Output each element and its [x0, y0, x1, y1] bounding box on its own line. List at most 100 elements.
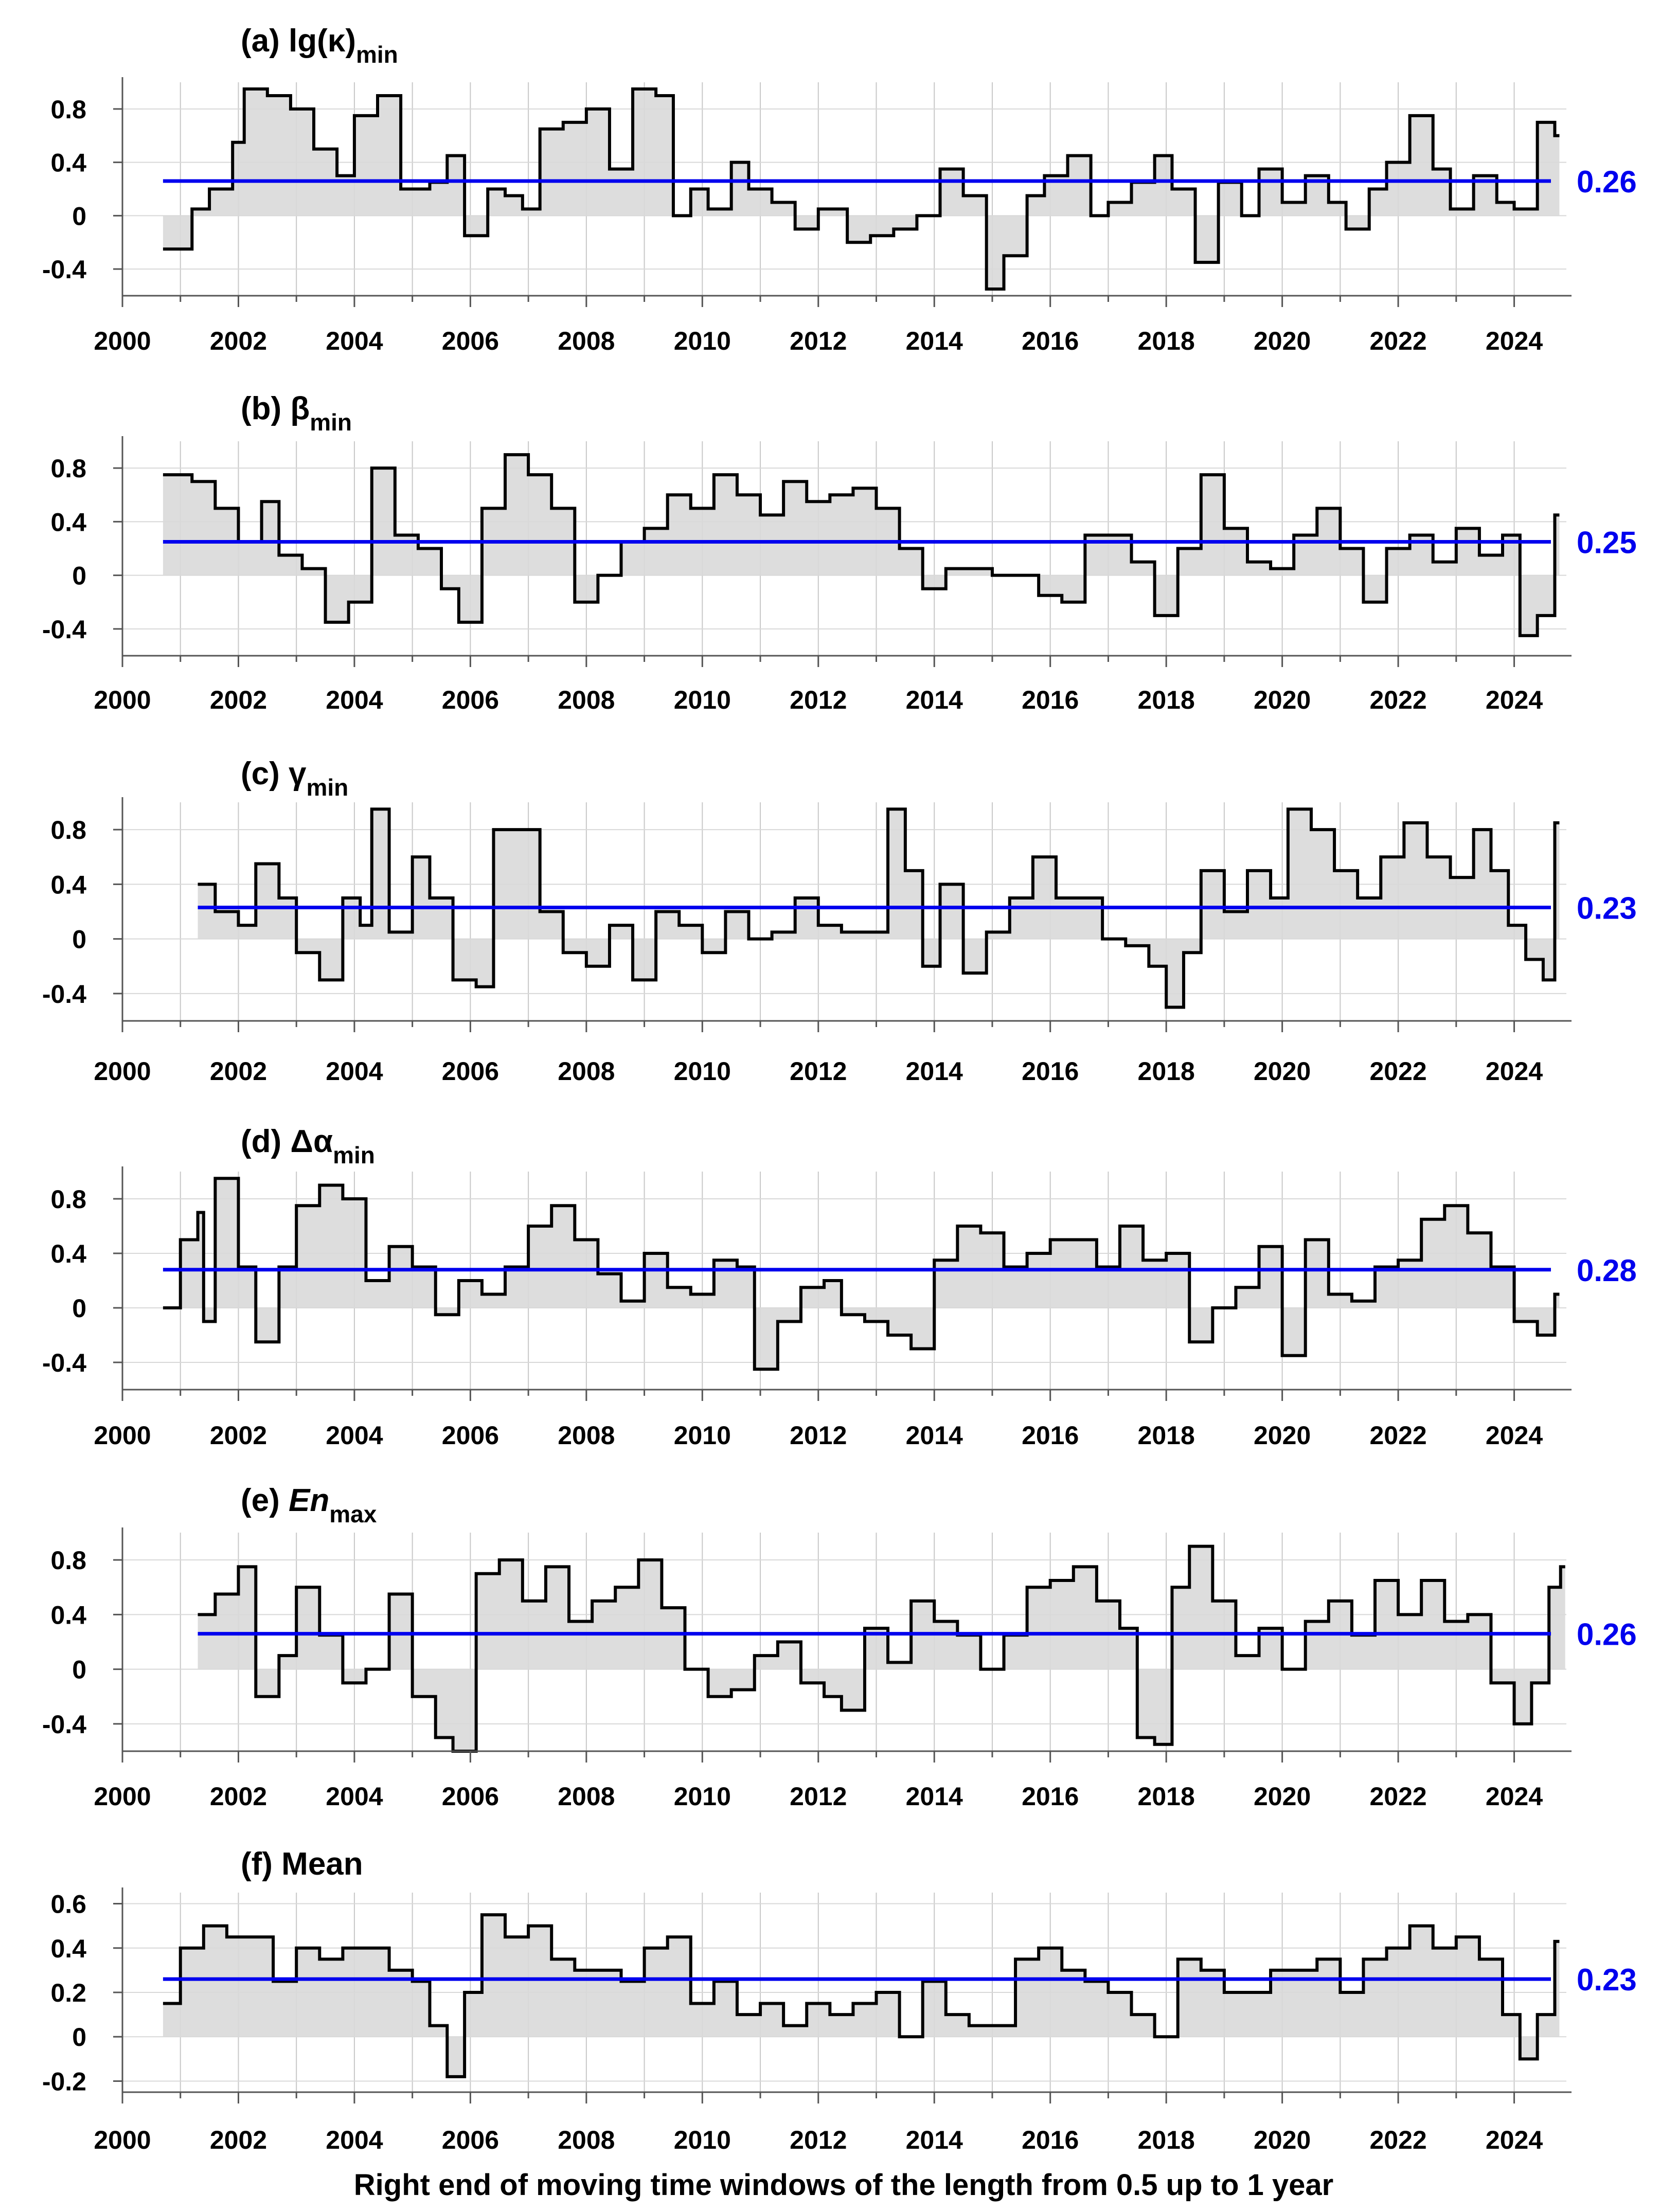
- series-area-fill: [163, 88, 1560, 290]
- x-tick-label: 2002: [210, 1782, 267, 1811]
- y-tick-label: 0: [72, 925, 86, 954]
- x-tick-label: 2018: [1138, 1782, 1195, 1811]
- x-tick-label: 2006: [442, 686, 499, 714]
- x-tick-label: 2022: [1369, 1782, 1426, 1811]
- y-tick-label: 0: [72, 1294, 86, 1323]
- x-tick-label: 2010: [674, 2126, 731, 2154]
- x-tick-label: 2010: [674, 1057, 731, 1086]
- y-tick-label: -0.4: [42, 255, 86, 284]
- panel-letter: (e): [241, 1483, 289, 1518]
- series-area-fill: [163, 1178, 1560, 1370]
- y-tick-label: 0.4: [50, 1239, 86, 1268]
- x-tick-label: 2008: [558, 1421, 615, 1450]
- panel-title: (d) Δαmin: [241, 1124, 375, 1168]
- x-tick-label: 2020: [1254, 327, 1311, 355]
- x-tick-label: 2020: [1254, 686, 1311, 714]
- panel-a: 2000 2002 2004 2006 2008 2010 2012 2014 2016 2018…: [42, 23, 1637, 355]
- panel-subscript: min: [310, 409, 352, 436]
- x-tick-label: 2010: [674, 1782, 731, 1811]
- x-tick-label: 2024: [1486, 1057, 1543, 1086]
- panel-title: (f) Mean: [241, 1846, 363, 1882]
- series-area-fill: [163, 1915, 1560, 2077]
- panel-e: 2000 2002 2004 2006 2008 2010 2012 2014 2016 2018…: [42, 1483, 1637, 1811]
- x-tick-label: 2012: [790, 1057, 847, 1086]
- y-tick-label: 0.4: [50, 1600, 86, 1629]
- x-tick-label: 2016: [1022, 327, 1079, 355]
- x-tick-label: 2000: [94, 2126, 151, 2154]
- y-tick-label: 0.8: [50, 816, 86, 844]
- y-tick-label: 0.8: [50, 95, 86, 124]
- y-tick-label: 0.4: [50, 508, 86, 536]
- x-tick-label: 2002: [210, 327, 267, 355]
- x-tick-label: 2008: [558, 327, 615, 355]
- x-tick-label: 2022: [1369, 2126, 1426, 2154]
- x-tick-label: 2010: [674, 327, 731, 355]
- panel-symbol: Δα: [290, 1124, 333, 1159]
- x-tick-label: 2010: [674, 1421, 731, 1450]
- y-tick-label: 0.4: [50, 870, 86, 899]
- x-tick-label: 2008: [558, 686, 615, 714]
- y-tick-label: 0.4: [50, 1934, 86, 1963]
- panel-c: 2000 2002 2004 2006 2008 2010 2012 2014 2016 2018…: [42, 756, 1637, 1086]
- x-tick-label: 2024: [1486, 327, 1543, 355]
- panel-letter: (a): [241, 23, 289, 59]
- mean-value-label: 0.23: [1577, 1963, 1637, 1997]
- x-tick-label: 2014: [906, 1421, 963, 1450]
- x-tick-label: 2008: [558, 2126, 615, 2154]
- y-tick-label: 0.4: [50, 149, 86, 177]
- series-area-fill: [163, 455, 1560, 636]
- panel-letter: (b): [241, 391, 290, 426]
- y-tick-label: 0: [72, 562, 86, 590]
- panel-letter: (c): [241, 756, 289, 792]
- series-step-line: [163, 87, 1560, 291]
- x-axis-label: Right end of moving time windows of the …: [354, 2168, 1333, 2202]
- x-tick-label: 2012: [790, 2126, 847, 2154]
- series-area-fill: [198, 809, 1560, 1008]
- x-tick-label: 2002: [210, 686, 267, 714]
- x-tick-label: 2014: [906, 2126, 963, 2154]
- x-tick-label: 2012: [790, 327, 847, 355]
- panel-title: (a) lg(κ)min: [241, 23, 398, 68]
- x-tick-label: 2002: [210, 1421, 267, 1450]
- x-tick-label: 2002: [210, 1057, 267, 1086]
- y-tick-label: -0.4: [42, 980, 86, 1009]
- panel-f: 2000 2002 2004 2006 2008 2010 2012 2014 2016 2018…: [42, 1846, 1637, 2154]
- mean-value-label: 0.26: [1577, 165, 1637, 199]
- y-tick-label: -0.4: [42, 615, 86, 644]
- x-tick-label: 2004: [326, 1782, 383, 1811]
- y-tick-label: 0.8: [50, 1546, 86, 1575]
- x-tick-label: 2024: [1486, 686, 1543, 714]
- x-tick-label: 2000: [94, 1782, 151, 1811]
- x-tick-label: 2000: [94, 1421, 151, 1450]
- x-tick-label: 2004: [326, 686, 383, 714]
- panel-letter: (d): [241, 1124, 290, 1159]
- x-tick-label: 2018: [1138, 1421, 1195, 1450]
- panel-subscript: min: [333, 1142, 375, 1168]
- panel-subscript: max: [329, 1501, 377, 1527]
- x-tick-label: 2018: [1138, 686, 1195, 714]
- y-tick-label: -0.2: [42, 2067, 86, 2096]
- x-tick-label: 2008: [558, 1057, 615, 1086]
- x-tick-label: 2016: [1022, 2126, 1079, 2154]
- x-tick-label: 2018: [1138, 327, 1195, 355]
- series-area-fill: [198, 1546, 1565, 1751]
- x-tick-label: 2014: [906, 1782, 963, 1811]
- mean-value-label: 0.26: [1577, 1617, 1637, 1652]
- panel-symbol: Mean: [281, 1846, 363, 1882]
- y-tick-label: 0.8: [50, 454, 86, 483]
- x-tick-label: 2022: [1369, 1057, 1426, 1086]
- x-tick-label: 2004: [326, 1057, 383, 1086]
- x-tick-label: 2020: [1254, 1782, 1311, 1811]
- x-tick-label: 2024: [1486, 1782, 1543, 1811]
- x-tick-label: 2018: [1138, 2126, 1195, 2154]
- x-tick-label: 2006: [442, 327, 499, 355]
- x-tick-label: 2000: [94, 686, 151, 714]
- y-tick-label: 0: [72, 1656, 86, 1684]
- y-tick-label: -0.4: [42, 1710, 86, 1739]
- panel-title: (b) βmin: [241, 391, 352, 436]
- panel-symbol: γ: [289, 756, 307, 792]
- x-tick-label: 2006: [442, 2126, 499, 2154]
- x-tick-label: 2002: [210, 2126, 267, 2154]
- x-tick-label: 2016: [1022, 1421, 1079, 1450]
- x-tick-label: 2004: [326, 327, 383, 355]
